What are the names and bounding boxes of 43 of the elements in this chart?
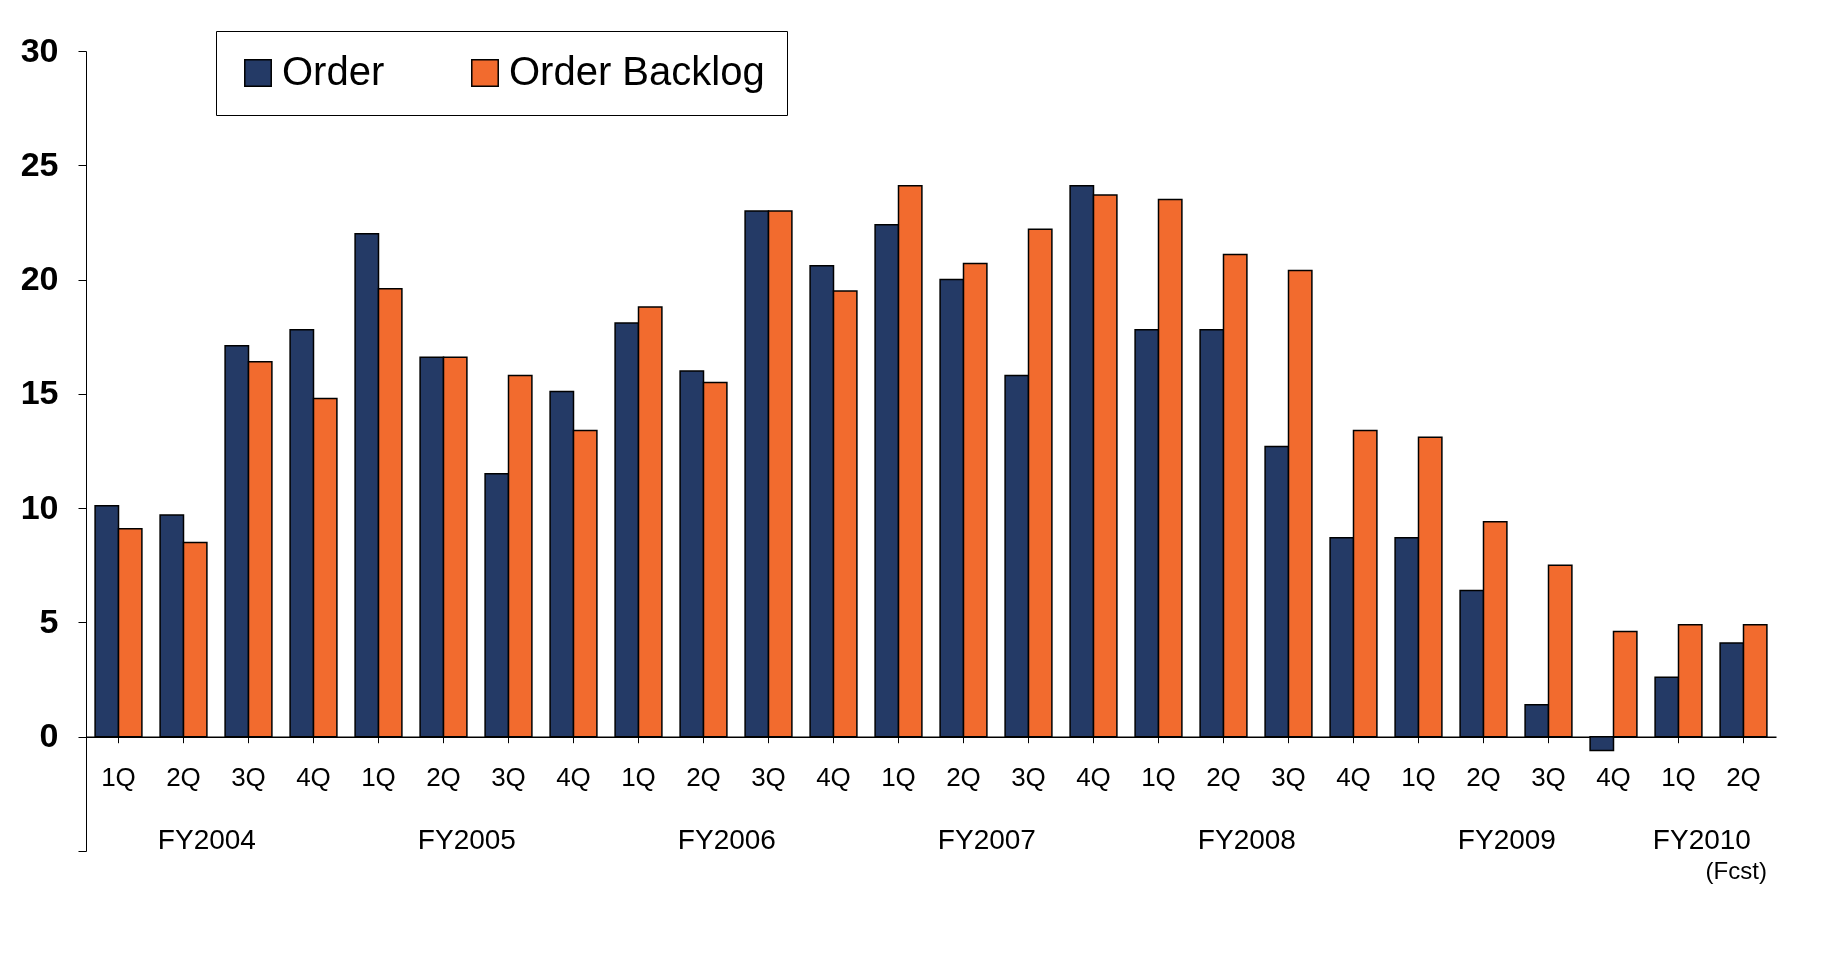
x-tick-label: 3Q bbox=[751, 762, 786, 793]
x-tick-label: 1Q bbox=[1141, 762, 1176, 793]
y-tick-label: 0 bbox=[39, 716, 59, 755]
x-tick-label: 2Q bbox=[1466, 762, 1501, 793]
y-tick-label: 30 bbox=[20, 30, 59, 69]
annotation: FY2009 bbox=[1457, 824, 1556, 855]
x-tick-label: 2Q bbox=[426, 762, 461, 793]
x-tick-label: 3Q bbox=[231, 762, 266, 793]
annotation: FY2007 bbox=[937, 824, 1036, 855]
x-tick-label: 4Q bbox=[556, 762, 591, 793]
x-tick-label: 2Q bbox=[1726, 762, 1761, 793]
legend-label: Order bbox=[282, 49, 385, 93]
y-tick-label: 10 bbox=[20, 487, 59, 526]
x-tick-label: 4Q bbox=[296, 762, 331, 793]
x-tick-label: 2Q bbox=[166, 762, 201, 793]
x-tick-label: 2Q bbox=[686, 762, 721, 793]
x-tick-label: 3Q bbox=[1271, 762, 1306, 793]
x-tick-label: 1Q bbox=[881, 762, 916, 793]
x-tick-label: 4Q bbox=[1596, 762, 1631, 793]
x-tick-label: 4Q bbox=[816, 762, 851, 793]
x-tick-label: 4Q bbox=[1076, 762, 1111, 793]
x-tick-label: 1Q bbox=[1661, 762, 1696, 793]
x-tick-label: 2Q bbox=[946, 762, 981, 793]
x-tick-label: 3Q bbox=[491, 762, 526, 793]
text: (Fcst) bbox=[1705, 856, 1767, 884]
y-tick-label: 25 bbox=[20, 144, 59, 183]
y-tick-label: 20 bbox=[20, 259, 59, 298]
legend-label: Order Backlog bbox=[509, 49, 765, 93]
x-tick-label: 3Q bbox=[1011, 762, 1046, 793]
annotation: FY2004 bbox=[157, 824, 256, 855]
y-tick-label: 15 bbox=[20, 373, 59, 412]
annotation: FY2006 bbox=[677, 824, 776, 855]
x-tick-label: 2Q bbox=[1206, 762, 1241, 793]
y-tick-label: 5 bbox=[39, 601, 59, 640]
annotation: FY2010 bbox=[1652, 824, 1751, 855]
x-tick-label: 4Q bbox=[1336, 762, 1371, 793]
annotation: FY2005 bbox=[417, 824, 516, 855]
x-tick-label: 3Q bbox=[1531, 762, 1566, 793]
x-tick-label: 1Q bbox=[101, 762, 136, 793]
annotation: FY2008 bbox=[1197, 824, 1296, 855]
x-tick-label: 1Q bbox=[621, 762, 656, 793]
x-tick-label: 1Q bbox=[361, 762, 396, 793]
x-tick-label: 1Q bbox=[1401, 762, 1436, 793]
